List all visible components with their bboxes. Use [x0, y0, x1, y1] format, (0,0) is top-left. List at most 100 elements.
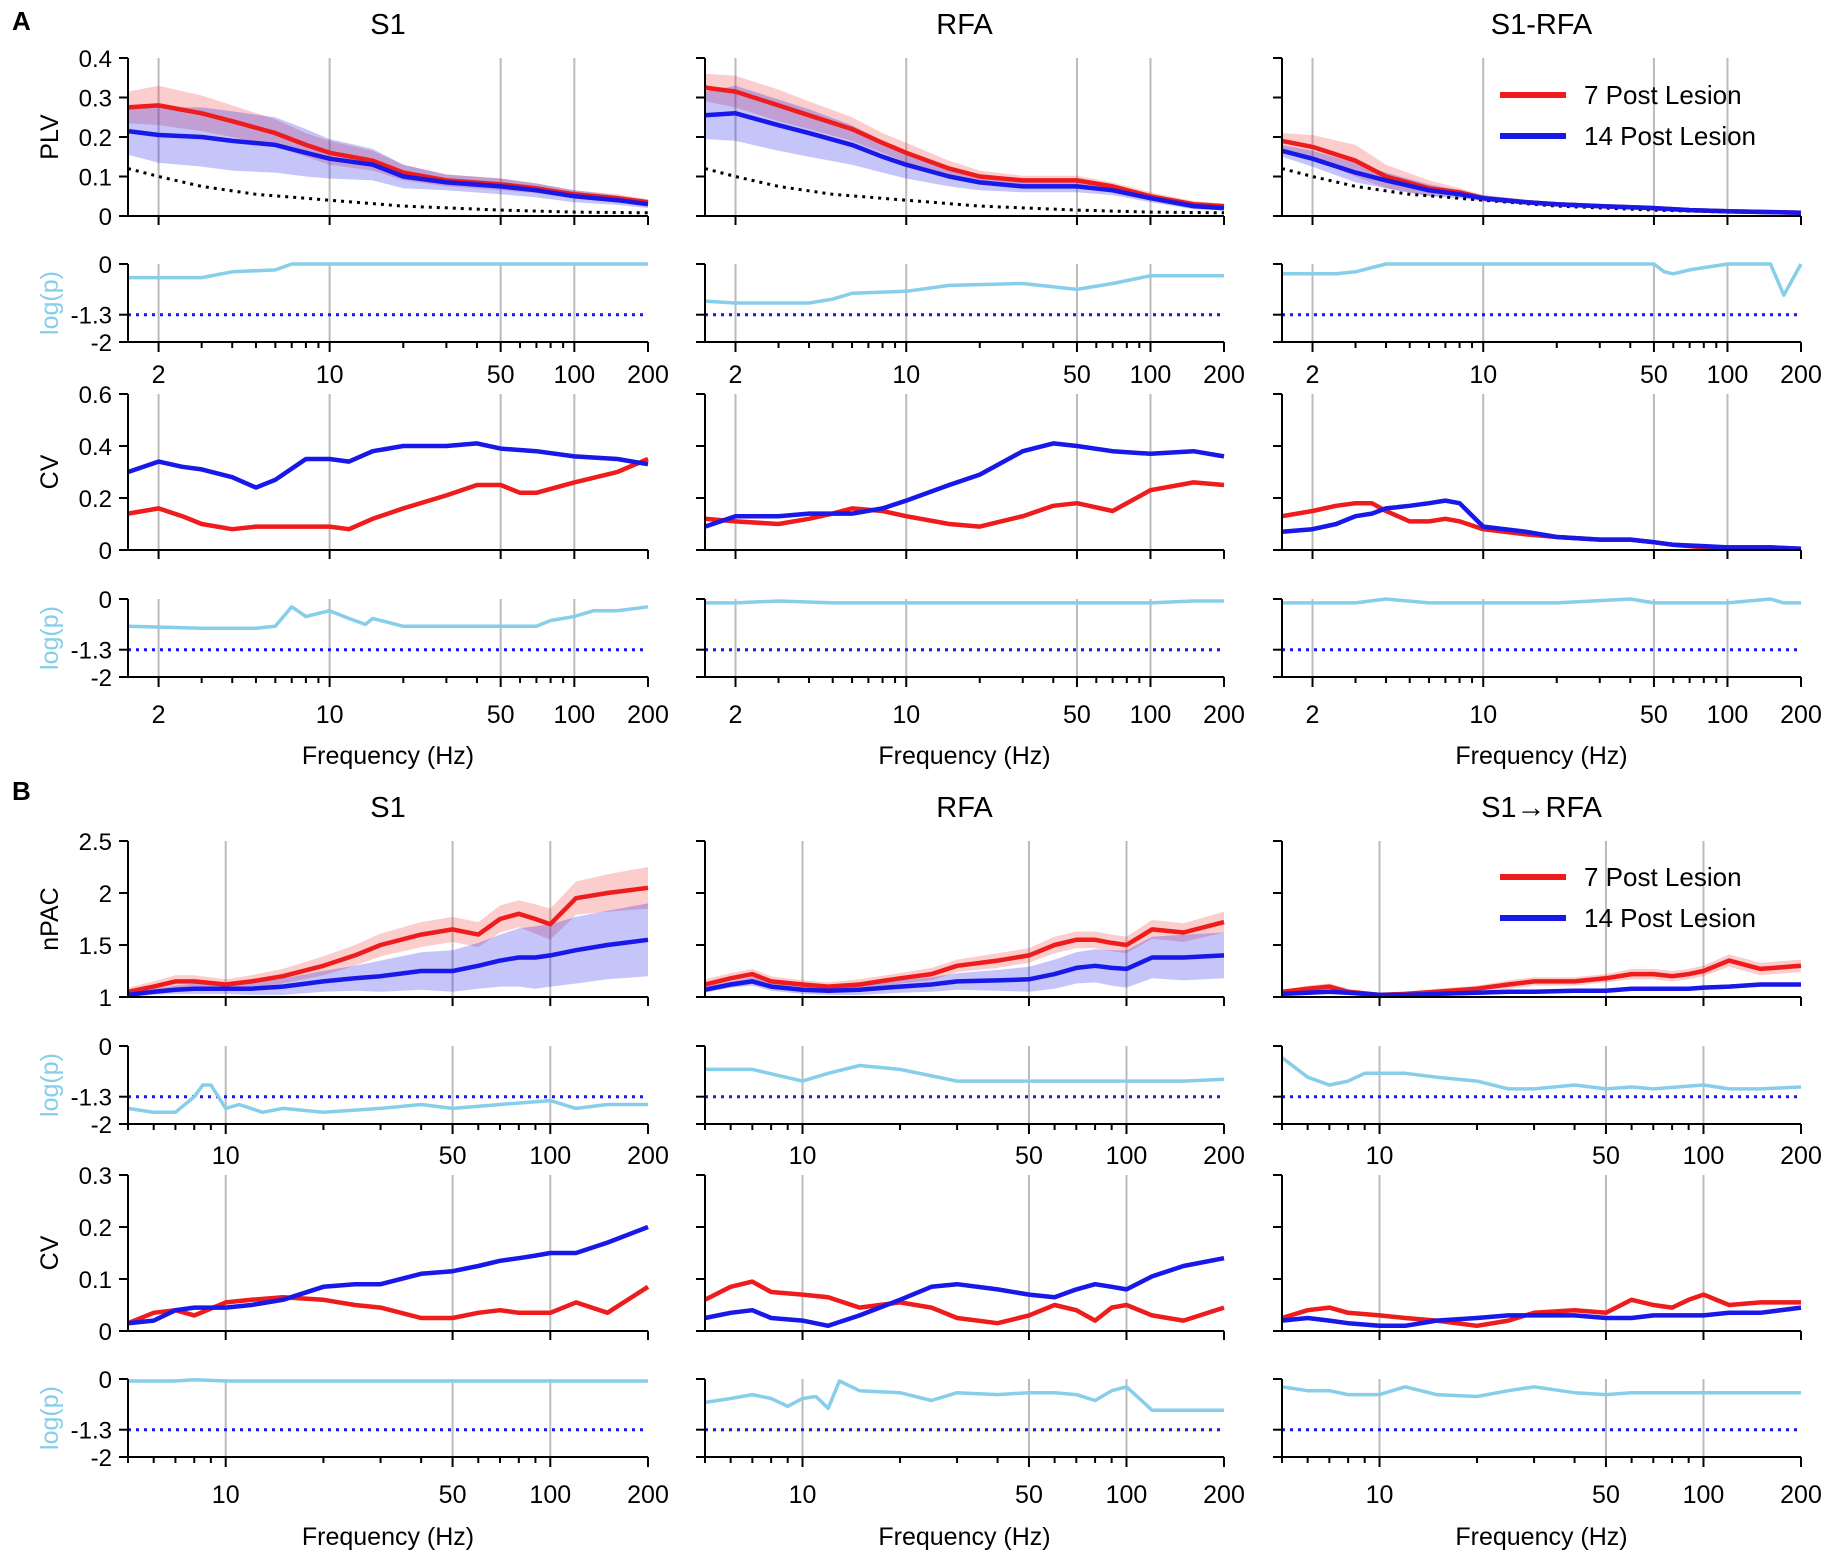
subplot-b-cv-2: 10 50 100 200 Frequency (Hz)	[1273, 1174, 1822, 1551]
null-distribution-line	[127, 167, 649, 215]
panel-label-a: A	[12, 6, 31, 36]
error-band	[705, 932, 1224, 995]
series-line-day14	[127, 937, 649, 998]
x-tick-label: 10	[1469, 701, 1497, 729]
x-tick-label: 10	[789, 1481, 817, 1509]
pvalue-y-tick-label: -1.3	[71, 303, 112, 330]
series-line-day7	[704, 919, 1225, 989]
x-tick-label: 100	[1707, 361, 1749, 389]
series-line-day14	[1281, 1305, 1802, 1329]
x-tick-label: 50	[487, 701, 515, 729]
plot-title: S1→RFA	[1481, 792, 1603, 824]
x-tick-label: 2	[152, 361, 166, 389]
pvalue-line	[705, 599, 1224, 605]
x-tick-label: 50	[1592, 1142, 1620, 1170]
y-tick-label: 0	[99, 538, 112, 565]
pvalue-y-axis-label: log(p)	[36, 1386, 64, 1450]
x-tick-label: 200	[1780, 701, 1822, 729]
error-band	[128, 867, 648, 996]
pvalue-y-tick-label: 0	[99, 252, 112, 279]
subplot-a-plv-0: S1 0 0.1 0.2 0.3 0.4 PLV 0 -1.3-2 log(p) 2 10 50 100 2…	[36, 9, 669, 389]
pvalue-y-tick-label: -2	[91, 665, 112, 692]
x-tick-label: 200	[627, 1481, 669, 1509]
y-tick-label: 0.2	[79, 1215, 112, 1242]
subplot-b-npac-2: S1→RFA 10 50 100 200 7 Post Lesion 14 Post Les…	[1273, 792, 1822, 1170]
x-tick-label: 100	[1106, 1481, 1148, 1509]
x-tick-label: 2	[729, 361, 743, 389]
x-tick-label: 100	[529, 1481, 571, 1509]
x-axis-label: Frequency (Hz)	[302, 1523, 474, 1551]
x-tick-label: 100	[553, 361, 595, 389]
x-tick-label: 100	[1130, 701, 1172, 729]
x-tick-label: 50	[1063, 361, 1091, 389]
x-tick-label: 100	[1683, 1481, 1725, 1509]
y-tick-label: 2.5	[79, 829, 112, 856]
series-line-day7	[127, 456, 649, 532]
x-tick-label: 2	[1306, 701, 1320, 729]
x-tick-label: 200	[1780, 1142, 1822, 1170]
null-distribution-line	[704, 167, 1225, 215]
pvalue-line	[128, 262, 648, 280]
pvalue-line	[1280, 1056, 1802, 1091]
legend-label-day7: 7 Post Lesion	[1584, 80, 1742, 110]
pvalue-y-tick-label: 0	[99, 587, 112, 614]
error-band	[128, 903, 648, 997]
error-band	[1282, 954, 1801, 997]
subplot-b-npac-1: RFA 10 50 100 200	[696, 792, 1245, 1170]
y-tick-label: 0.3	[79, 1163, 112, 1190]
x-tick-label: 50	[439, 1142, 467, 1170]
y-tick-label: 0.6	[79, 382, 112, 409]
pvalue-y-tick-label: -2	[91, 1112, 112, 1139]
series-line-day14	[704, 441, 1225, 529]
x-tick-label: 200	[1203, 701, 1245, 729]
series-line-day7	[1281, 1292, 1801, 1329]
y-tick-label: 0.1	[79, 1267, 112, 1294]
pvalue-y-axis-label: log(p)	[36, 1053, 64, 1117]
subplot-a-plv-2: S1-RFA 2 10 50 100 200 7 Post Lesion 14 Post Le…	[1273, 9, 1822, 389]
pvalue-line	[127, 1083, 648, 1115]
x-tick-label: 2	[1306, 361, 1320, 389]
y-axis-label: CV	[36, 1235, 64, 1270]
x-tick-label: 50	[1592, 1481, 1620, 1509]
pvalue-line	[1282, 597, 1801, 605]
pvalue-y-tick-label: -1.3	[71, 1085, 112, 1112]
legend-label-day14: 14 Post Lesion	[1584, 903, 1756, 933]
y-tick-label: 1.5	[79, 933, 112, 960]
y-axis-label: nPAC	[36, 887, 64, 950]
x-tick-label: 200	[1780, 361, 1822, 389]
series-line-day14	[704, 953, 1225, 994]
subplot-a-cv-2: 2 10 50 100 200 Frequency (Hz)	[1273, 393, 1822, 770]
series-line-day7	[127, 885, 649, 995]
error-band	[705, 911, 1224, 991]
x-axis-label: Frequency (Hz)	[1455, 1523, 1627, 1551]
x-axis-label: Frequency (Hz)	[878, 742, 1050, 770]
x-tick-label: 50	[487, 361, 515, 389]
x-tick-label: 200	[1203, 361, 1245, 389]
x-tick-label: 200	[1780, 1481, 1822, 1509]
x-tick-label: 10	[789, 1142, 817, 1170]
x-tick-label: 10	[1469, 361, 1497, 389]
x-tick-label: 50	[1640, 701, 1668, 729]
x-tick-label: 10	[1366, 1142, 1394, 1170]
pvalue-y-tick-label: -1.3	[71, 1418, 112, 1445]
x-tick-label: 10	[316, 701, 344, 729]
pvalue-line	[1281, 1385, 1801, 1399]
y-tick-label: 1	[99, 985, 112, 1012]
error-band	[705, 73, 1224, 209]
x-tick-label: 100	[529, 1142, 571, 1170]
pvalue-line	[1282, 262, 1803, 297]
x-tick-label: 10	[1366, 1481, 1394, 1509]
plot-title: RFA	[936, 9, 993, 41]
series-line-day14	[1281, 498, 1802, 551]
subplot-a-plv-1: RFA 2 10 50 100 200	[696, 9, 1245, 389]
x-tick-label: 100	[1106, 1142, 1148, 1170]
x-tick-label: 10	[212, 1142, 240, 1170]
y-tick-label: 0	[99, 1319, 112, 1346]
y-tick-label: 0.2	[79, 486, 112, 513]
plot-title: S1	[370, 792, 405, 824]
pvalue-y-tick-label: -2	[91, 330, 112, 357]
series-line-day14	[127, 441, 649, 490]
x-tick-label: 10	[892, 361, 920, 389]
series-line-day7	[703, 1279, 1225, 1326]
y-tick-label: 0.2	[79, 125, 112, 152]
